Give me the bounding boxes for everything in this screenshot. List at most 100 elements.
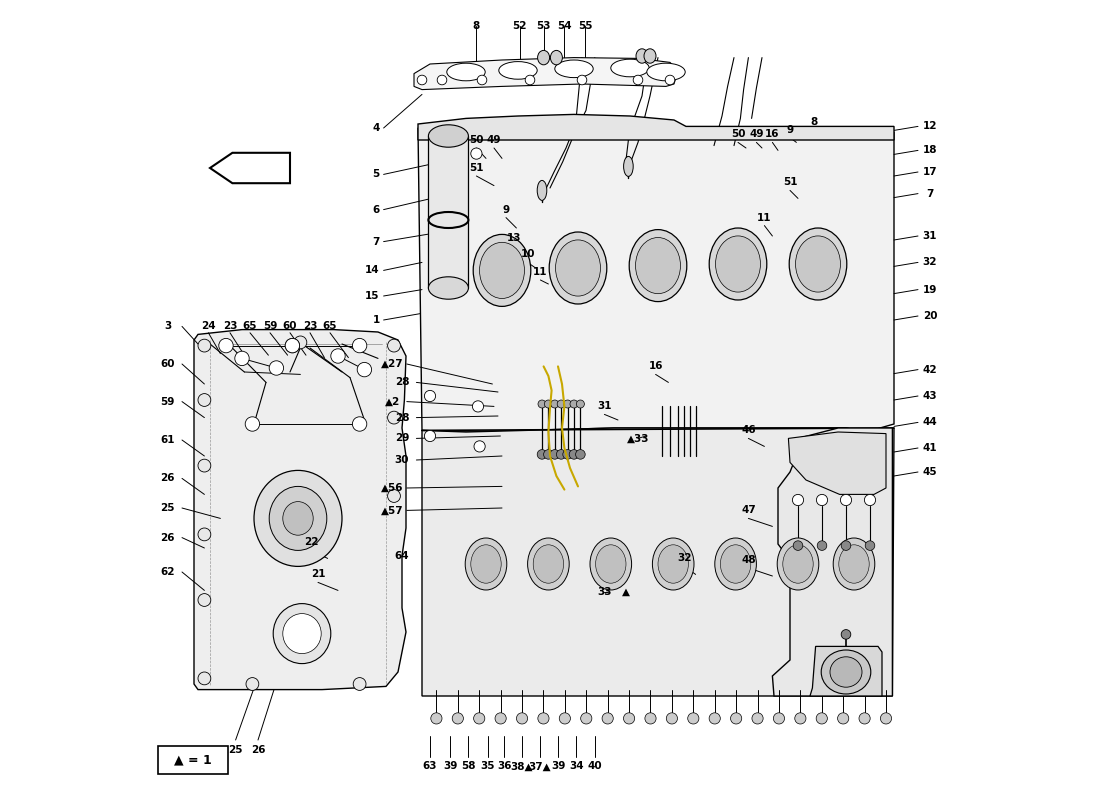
- Circle shape: [198, 394, 211, 406]
- Circle shape: [865, 494, 876, 506]
- Circle shape: [516, 713, 528, 724]
- Text: 47: 47: [741, 506, 756, 515]
- Text: 39: 39: [443, 762, 458, 771]
- Circle shape: [667, 713, 678, 724]
- Text: 48: 48: [741, 555, 756, 565]
- Ellipse shape: [534, 545, 563, 583]
- Text: 31: 31: [923, 231, 937, 241]
- Text: 15: 15: [365, 291, 380, 301]
- Ellipse shape: [554, 60, 593, 78]
- Circle shape: [816, 713, 827, 724]
- Polygon shape: [428, 136, 469, 288]
- Text: 23: 23: [302, 322, 317, 331]
- Circle shape: [859, 713, 870, 724]
- Polygon shape: [789, 432, 886, 494]
- Circle shape: [550, 450, 560, 459]
- Ellipse shape: [549, 232, 607, 304]
- Circle shape: [387, 490, 400, 502]
- Circle shape: [578, 75, 586, 85]
- Circle shape: [773, 713, 784, 724]
- Circle shape: [353, 678, 366, 690]
- Ellipse shape: [465, 538, 507, 590]
- Text: 7: 7: [372, 237, 379, 246]
- Text: 28: 28: [395, 378, 409, 387]
- Circle shape: [544, 400, 552, 408]
- Text: 63: 63: [422, 762, 438, 771]
- Text: 25: 25: [161, 503, 175, 513]
- Text: 39: 39: [551, 762, 565, 771]
- Ellipse shape: [273, 604, 331, 664]
- Text: 8: 8: [811, 117, 817, 126]
- Polygon shape: [810, 646, 882, 696]
- Circle shape: [730, 713, 741, 724]
- Text: 50: 50: [469, 135, 484, 145]
- Text: 58: 58: [461, 762, 475, 771]
- Text: ▲27: ▲27: [381, 359, 404, 369]
- Text: 28: 28: [395, 413, 409, 422]
- Circle shape: [624, 713, 635, 724]
- Text: 9: 9: [786, 125, 793, 134]
- Circle shape: [198, 459, 211, 472]
- Ellipse shape: [658, 545, 689, 583]
- Text: ▲56: ▲56: [381, 483, 404, 493]
- Circle shape: [285, 338, 299, 353]
- Text: 50: 50: [730, 130, 746, 139]
- Text: 30: 30: [395, 455, 409, 465]
- Ellipse shape: [839, 545, 869, 583]
- Text: 9: 9: [503, 205, 509, 214]
- Text: 35: 35: [481, 762, 495, 771]
- Ellipse shape: [720, 545, 751, 583]
- Circle shape: [387, 411, 400, 424]
- Circle shape: [837, 713, 849, 724]
- Text: 42: 42: [923, 365, 937, 374]
- Ellipse shape: [528, 538, 569, 590]
- Circle shape: [752, 713, 763, 724]
- Circle shape: [198, 339, 211, 352]
- Circle shape: [866, 541, 874, 550]
- Circle shape: [331, 349, 345, 363]
- Circle shape: [425, 430, 436, 442]
- Text: 32: 32: [923, 258, 937, 267]
- Text: 21: 21: [310, 570, 326, 579]
- Circle shape: [198, 528, 211, 541]
- Circle shape: [558, 400, 565, 408]
- Text: 41: 41: [923, 443, 937, 453]
- Circle shape: [551, 400, 559, 408]
- Circle shape: [634, 75, 642, 85]
- Text: 64: 64: [395, 551, 409, 561]
- Text: 65: 65: [322, 322, 338, 331]
- Polygon shape: [418, 114, 894, 140]
- Circle shape: [840, 494, 851, 506]
- Ellipse shape: [629, 230, 686, 302]
- Circle shape: [645, 713, 656, 724]
- Circle shape: [198, 594, 211, 606]
- Circle shape: [576, 400, 584, 408]
- Circle shape: [471, 148, 482, 159]
- Text: 29: 29: [395, 434, 409, 443]
- Ellipse shape: [590, 538, 631, 590]
- Ellipse shape: [624, 157, 634, 176]
- Text: 65: 65: [243, 322, 257, 331]
- Circle shape: [198, 672, 211, 685]
- Circle shape: [817, 541, 827, 550]
- Text: 25: 25: [229, 746, 243, 755]
- Circle shape: [294, 336, 307, 349]
- Circle shape: [352, 417, 366, 431]
- Text: 32: 32: [678, 554, 692, 563]
- Ellipse shape: [537, 180, 547, 200]
- Circle shape: [538, 713, 549, 724]
- Text: 53: 53: [537, 21, 551, 30]
- Text: ▲ = 1: ▲ = 1: [174, 754, 212, 766]
- Bar: [158, 746, 229, 774]
- Text: 14: 14: [365, 266, 380, 275]
- Text: 11: 11: [757, 213, 772, 222]
- Circle shape: [543, 450, 553, 459]
- Text: 5: 5: [372, 170, 379, 179]
- Ellipse shape: [652, 538, 694, 590]
- Circle shape: [285, 338, 299, 353]
- Text: 44: 44: [923, 418, 937, 427]
- Text: 16: 16: [766, 130, 780, 139]
- Ellipse shape: [254, 470, 342, 566]
- Text: 10: 10: [520, 250, 535, 259]
- Circle shape: [581, 713, 592, 724]
